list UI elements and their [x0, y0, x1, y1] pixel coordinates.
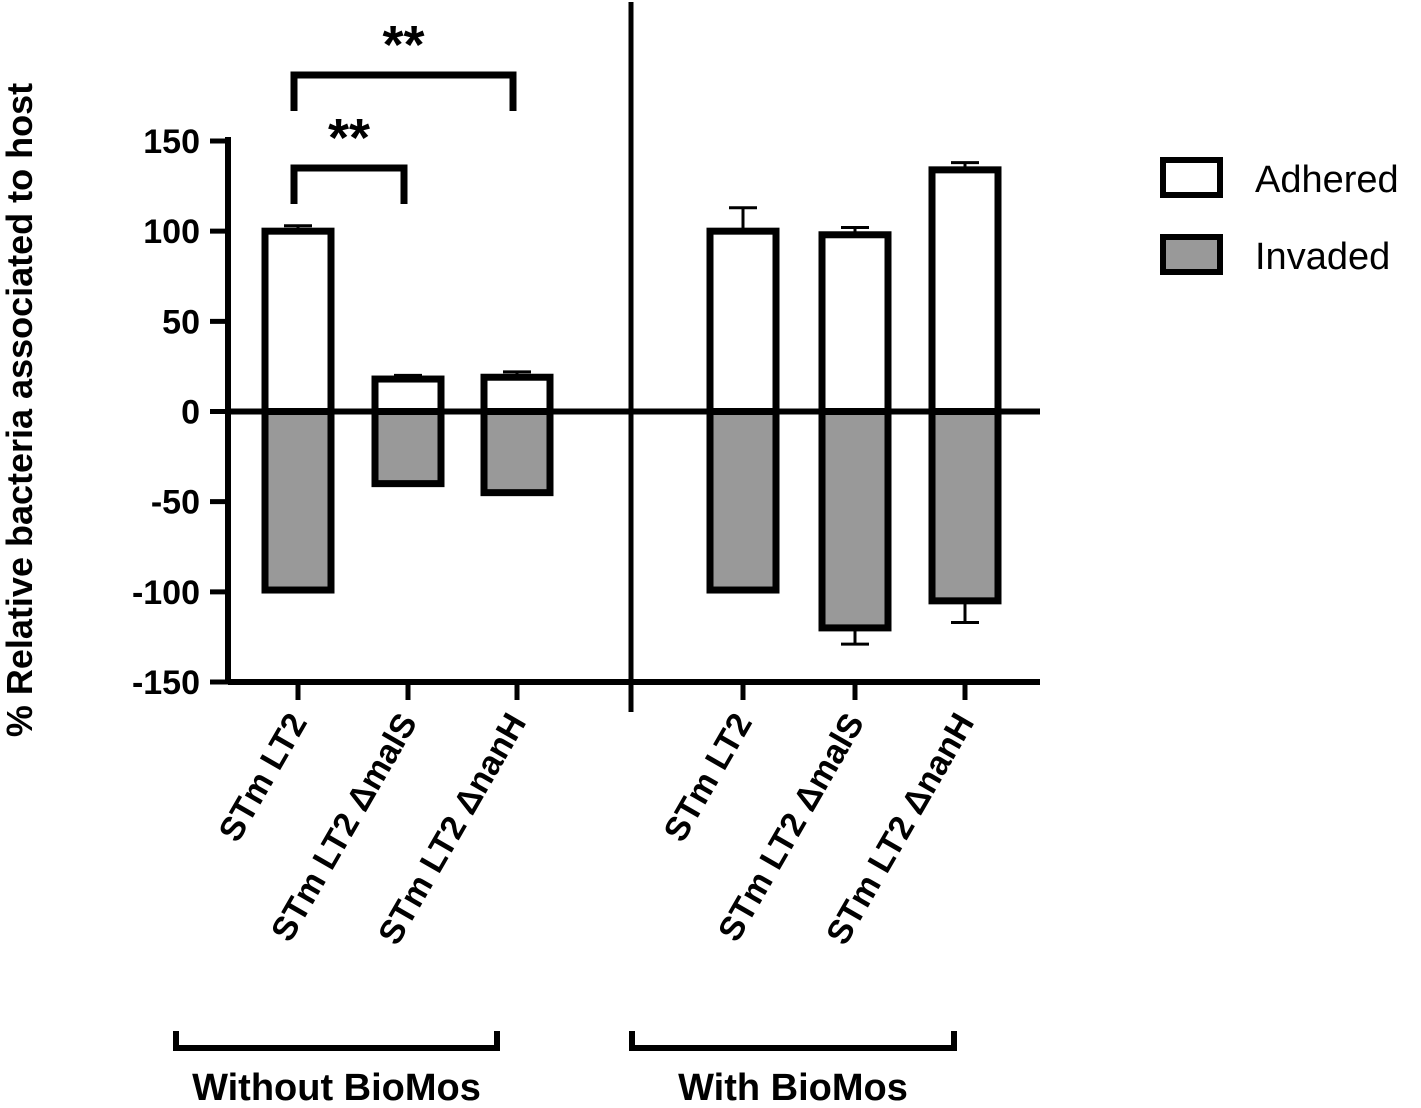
significance-bracket	[290, 164, 408, 204]
bar-adhered	[706, 227, 780, 415]
legend-swatch-invaded	[1160, 234, 1223, 275]
significance-brackets: ****	[290, 15, 517, 204]
group-bracket	[629, 1031, 957, 1051]
y-tick-label: 100	[143, 213, 200, 251]
legend: Adhered Invaded	[1160, 157, 1399, 278]
bar-invaded	[480, 408, 554, 497]
bar-invaded	[371, 408, 445, 488]
group-label: Without BioMos	[192, 1067, 481, 1108]
significance-label: **	[328, 108, 370, 168]
bar-invaded	[706, 408, 780, 594]
significance-bracket	[290, 71, 517, 111]
y-axis: 150 100 50 0 -50 -100 -150	[132, 123, 231, 702]
legend-label-adhered: Adhered	[1255, 159, 1399, 201]
legend-label-invaded: Invaded	[1255, 236, 1390, 278]
legend-swatch-adhered	[1160, 157, 1223, 198]
category-label: STm LT2	[656, 707, 759, 848]
error-bars	[284, 161, 979, 646]
y-tick-label: 150	[143, 123, 200, 161]
bar-adhered	[928, 166, 1002, 415]
group-labels: Without BioMos With BioMos	[173, 1031, 957, 1108]
bar-adhered	[480, 373, 554, 415]
category-label: STm LT2	[211, 707, 314, 848]
group-label: With BioMos	[678, 1067, 908, 1108]
y-tick-label: -50	[151, 484, 200, 522]
zero-line	[228, 2, 1040, 712]
bar-adhered	[818, 231, 892, 415]
y-tick-label: 50	[162, 303, 200, 341]
bar-invaded	[928, 408, 1002, 605]
y-tick-label: -150	[132, 664, 200, 702]
significance-label: **	[382, 15, 424, 75]
y-tick-label: 0	[181, 394, 200, 432]
y-axis-label: % Relative bacteria associated to host	[0, 83, 40, 737]
bar-invaded	[818, 408, 892, 632]
bar-invaded	[261, 408, 335, 594]
bar-adhered	[261, 227, 335, 415]
y-tick-label: -100	[132, 574, 200, 612]
group-bracket	[173, 1031, 500, 1051]
bar-adhered	[371, 375, 445, 416]
